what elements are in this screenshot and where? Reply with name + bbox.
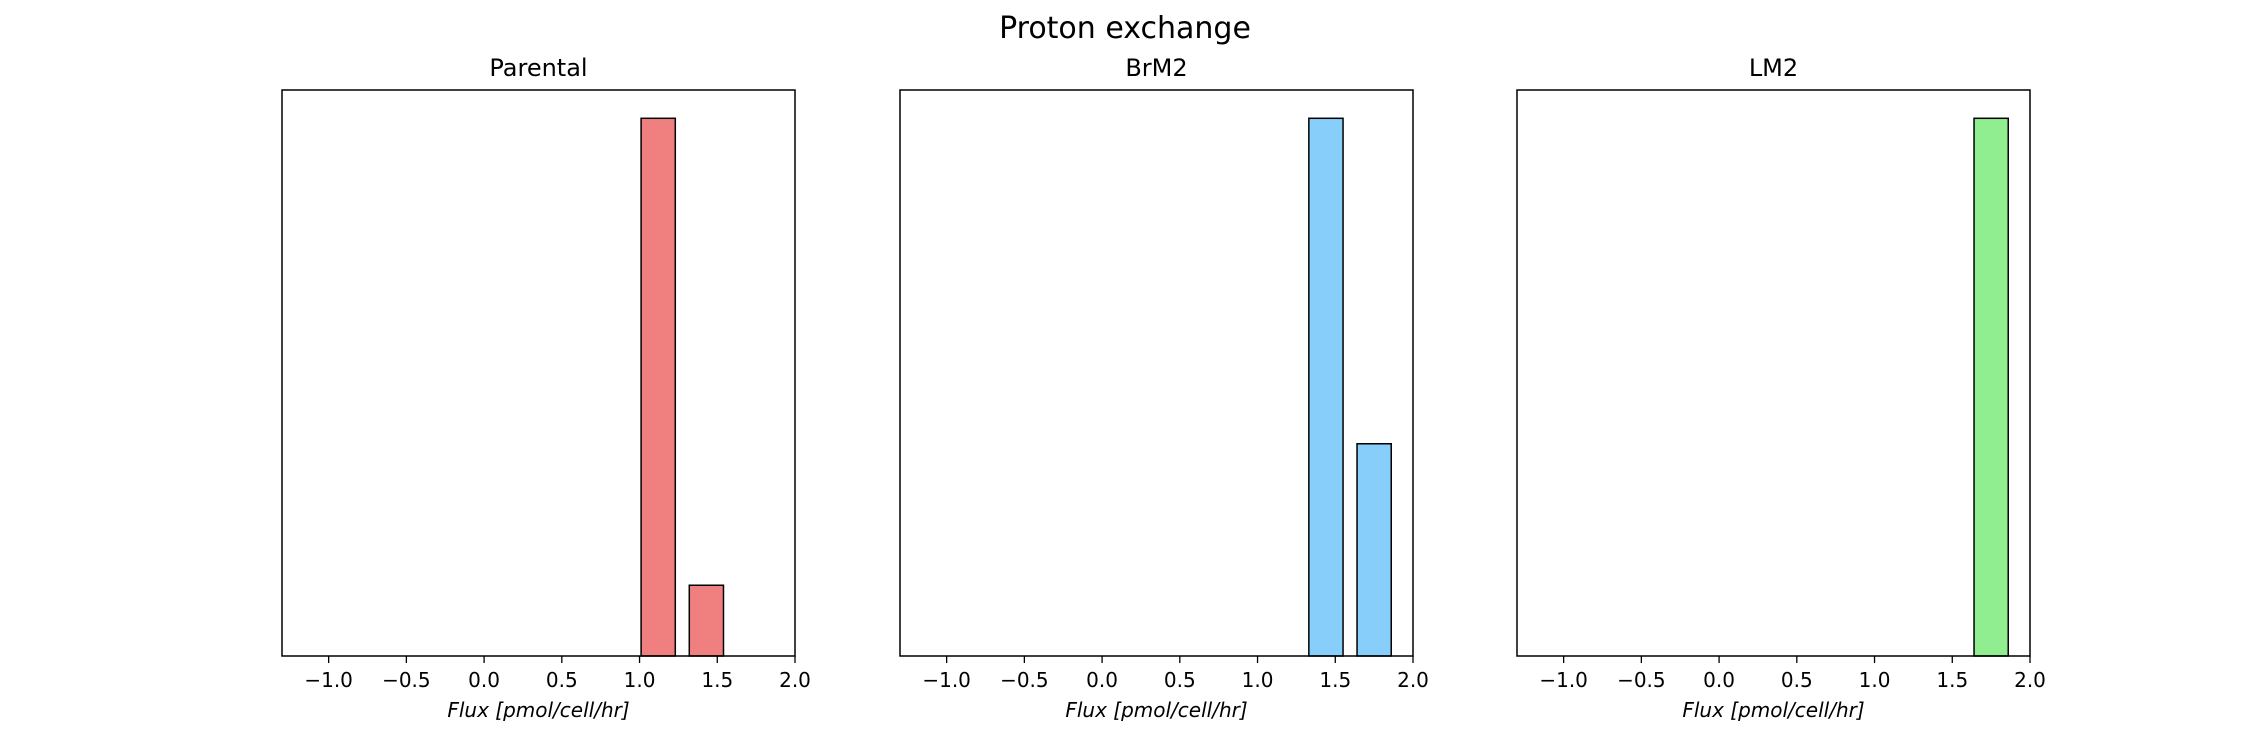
plot-frame [281,89,796,657]
x-tick-label: 1.5 [1319,668,1351,692]
x-tick-label: 1.5 [701,668,733,692]
x-tick-label: 0.5 [1164,668,1196,692]
x-tick-label: 0.0 [1703,668,1735,692]
x-tick-label: 1.5 [1936,668,1968,692]
x-tick-label: 0.0 [1086,668,1118,692]
x-tick-label: 2.0 [779,668,811,692]
bar-0 [1308,117,1344,657]
bar-1 [1356,443,1392,657]
panel-brm2: BrM2 −1.0 −0.5 0.0 0.5 1.0 1.5 2.0 Flux [pmol/ce… [899,54,1429,722]
x-tick-label: 1.0 [624,668,656,692]
plot-frame [1516,89,2031,657]
x-tick-label: 1.0 [1859,668,1891,692]
x-tick-label: 0.5 [546,668,578,692]
x-tick-label: −1.0 [922,668,971,692]
bar-1 [688,584,725,657]
x-tick-label: −0.5 [382,668,431,692]
figure-title: Proton exchange [999,11,1251,46]
x-tick-label: 0.5 [1781,668,1813,692]
bar-0 [1973,117,2009,657]
x-tick-label: 1.0 [1242,668,1274,692]
x-tick-label: −1.0 [1539,668,1588,692]
x-tick-label: −1.0 [304,668,353,692]
bar-0 [640,117,677,657]
panel-parental: Parental −1.0 −0.5 0.0 0.5 1.0 1.5 2.0 Flux [pmo… [281,54,811,722]
x-axis-label: Flux [pmol/cell/hr] [447,698,629,722]
x-axis-label: Flux [pmol/cell/hr] [1065,698,1247,722]
x-axis-label: Flux [pmol/cell/hr] [1682,698,1864,722]
panel-title: Parental [489,54,587,82]
panels-container: Parental −1.0 −0.5 0.0 0.5 1.0 1.5 2.0 Flux [pmo… [281,54,2046,722]
x-tick-label: −0.5 [1000,668,1049,692]
x-tick-label: 2.0 [2014,668,2046,692]
x-tick-label: 2.0 [1397,668,1429,692]
panel-title: BrM2 [1125,54,1187,82]
panel-title: LM2 [1749,54,1798,82]
panel-lm2: LM2 −1.0 −0.5 0.0 0.5 1.0 1.5 2.0 Flux [pmol/cel… [1516,54,2046,722]
x-tick-label: 0.0 [468,668,500,692]
plot-frame [899,89,1414,657]
x-tick-label: −0.5 [1617,668,1666,692]
